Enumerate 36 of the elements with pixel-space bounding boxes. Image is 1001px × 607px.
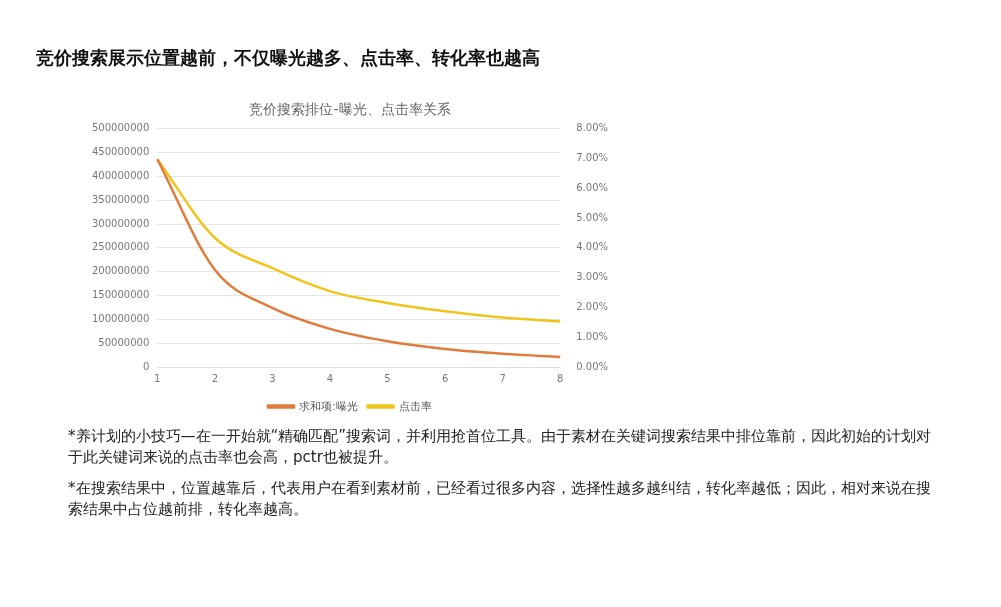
text: *养计划的小技巧—在一开始就“精确匹配”搜索词，并利用抢首位工具。由于素材在关键词搜索结果中排位靠前，因此初始的计划对于此关键词来说的点击率也会高，pctr也被提升。 (68, 426, 933, 468)
chart-title: 竞价搜索展示位置越前，不仅曝光越多、点击率、转化率也越高 (36, 46, 540, 70)
y-tick-label: 500000000 (92, 122, 150, 134)
x-tick-label: 1 (154, 372, 161, 384)
y2-tick-label: 6.00% (576, 181, 609, 193)
y-tick-label: 300000000 (92, 217, 150, 229)
legend-label: 求和项:曝光 (299, 399, 358, 412)
x-tick-label: 2 (211, 372, 219, 384)
y2-tick-label: 3.00% (576, 271, 609, 283)
y2-tick-label: 5.00% (576, 211, 609, 223)
y-tick-label: 50000000 (98, 336, 150, 348)
y2-tick-label: 1.00% (576, 330, 609, 342)
legend-label: 点击率 (399, 399, 433, 412)
x-tick-label: 7 (499, 372, 506, 384)
y2-tick-label: 8.00% (576, 122, 609, 134)
line-series (156, 158, 562, 359)
y2-tick-label: 4.00% (576, 241, 609, 253)
y2-tick-label: 0.00% (576, 360, 609, 372)
y2-tick-label: 2.00% (576, 301, 609, 313)
x-tick-label: 8 (557, 372, 564, 384)
y-tick-label: 150000000 (92, 289, 150, 301)
y-tick-label: 350000000 (92, 193, 150, 205)
y-tick-label: 450000000 (92, 146, 150, 158)
x-tick-label: 6 (441, 372, 449, 384)
y-tick-label: 200000000 (92, 265, 150, 277)
line-series (156, 157, 562, 323)
y-tick-label: 100000000 (92, 312, 150, 324)
x-tick-label: 5 (384, 372, 391, 384)
y2-tick-label: 7.00% (576, 152, 609, 164)
x-tick-label: 4 (326, 372, 334, 384)
text: *在搜索结果中，位置越靠后，代表用户在看到素材前，已经看过很多内容，选择性越多越纠结，转化率越低；因此，相对来说在搜索结果中占位越前排，转化率越高。 (68, 478, 932, 520)
chart-subtitle: 竞价搜索排位-曝光、点击率关系 (249, 101, 451, 118)
y-tick-label: 400000000 (92, 170, 150, 182)
x-tick-label: 3 (269, 372, 276, 384)
y-tick-label: 250000000 (92, 241, 150, 253)
y-tick-label: 0 (142, 360, 150, 372)
